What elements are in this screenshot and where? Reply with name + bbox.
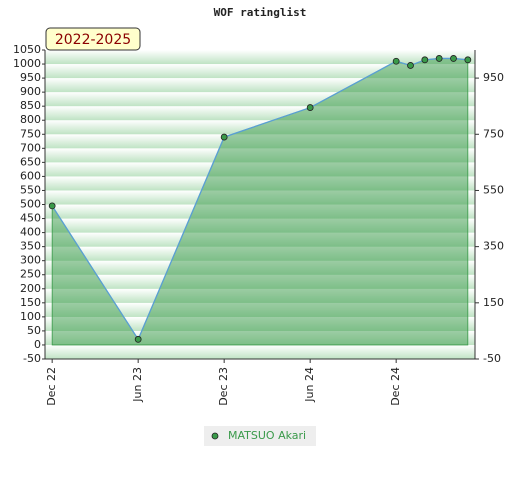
point	[450, 55, 457, 62]
badge-text: 2022-2025	[55, 32, 131, 48]
point	[134, 335, 142, 343]
y-tick-label: 750	[20, 127, 41, 140]
y2-tick-label: 950	[483, 71, 504, 84]
point	[435, 55, 443, 62]
point	[464, 56, 472, 64]
badge: 2022-2025	[45, 27, 141, 51]
point	[421, 56, 429, 64]
x-tick-label: Dec 24	[389, 367, 402, 406]
y-tick-label: 800	[20, 113, 41, 126]
legend-label: MATSUO Akari	[228, 429, 306, 442]
y-tick-label: 700	[20, 141, 41, 154]
y-tick-label: 50	[27, 324, 41, 337]
y-tick-label: 300	[20, 254, 41, 267]
badge-box	[45, 27, 141, 51]
x-tick-label: Jun 24	[303, 367, 316, 403]
x-tick-label: Dec 23	[217, 367, 230, 406]
y-tick-label: 850	[20, 99, 41, 112]
y-tick-label: 400	[20, 226, 41, 239]
y-tick-label: 1050	[13, 43, 41, 56]
point	[48, 202, 56, 210]
y-tick-label: 500	[20, 198, 41, 211]
y-tick-label: 200	[20, 282, 41, 295]
y-tick-label: -50	[23, 352, 41, 365]
y-tick-label: 550	[20, 183, 41, 196]
y2-tick-label: 750	[483, 127, 504, 140]
point	[392, 57, 400, 65]
y-tick-label: 650	[20, 155, 41, 168]
y2-tick-label: 150	[483, 296, 504, 309]
x-tick-label: Jun 23	[131, 367, 144, 403]
x-tick-label: Dec 22	[45, 367, 58, 406]
legend	[204, 426, 316, 446]
y-tick-label: 150	[20, 296, 41, 309]
y-tick-label: 450	[20, 212, 41, 225]
y-tick-label: 950	[20, 71, 41, 84]
line	[51, 57, 468, 341]
y-tick-label: 600	[20, 169, 41, 182]
y2-tick-label: -50	[483, 352, 501, 365]
y-tick-label: 900	[20, 85, 41, 98]
y-tick-label: 350	[20, 240, 41, 253]
y-tick-label: 250	[20, 268, 41, 281]
y-tick-label: 1000	[13, 57, 41, 70]
y-tick-label: 0	[34, 338, 41, 351]
point	[306, 104, 314, 111]
chart-title: WOF ratinglist	[214, 6, 307, 19]
y-tick-label: 100	[20, 310, 41, 323]
point	[220, 133, 228, 141]
y2-tick-label: 550	[483, 183, 504, 196]
legend-marker	[211, 432, 219, 440]
point	[407, 62, 414, 69]
y2-tick-label: 350	[483, 240, 504, 253]
